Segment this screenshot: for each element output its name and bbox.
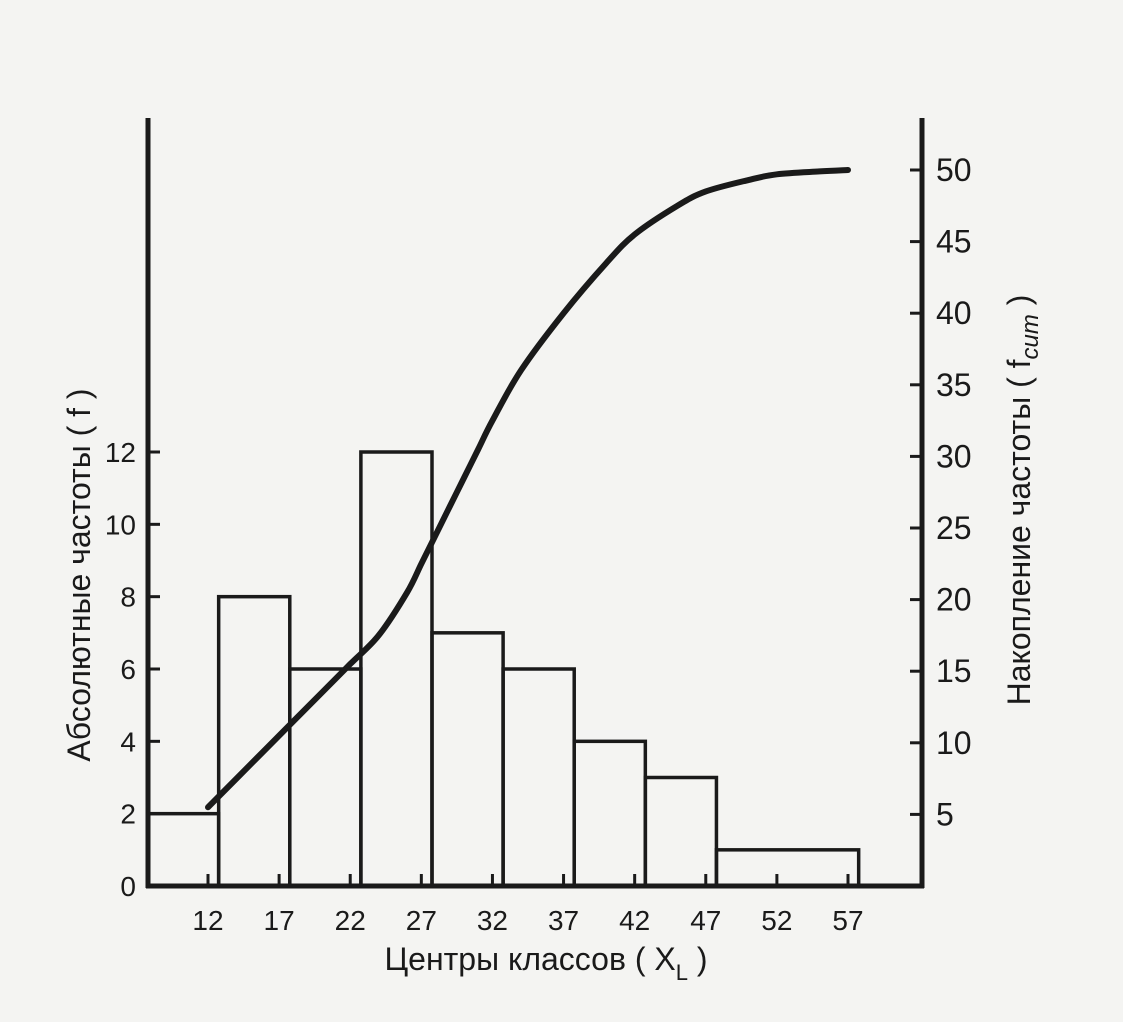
right-y-tick-label: 50 <box>936 152 972 188</box>
axes-group <box>145 118 925 889</box>
x-tick-label: 52 <box>761 905 792 936</box>
left-y-tick-label: 10 <box>105 509 136 540</box>
ticks-group: 12 17 22 27 32 37 42 47 52 57 0 2 4 6 8 10 12 5 10 15 20 25 30… <box>105 152 972 936</box>
histogram-bar <box>359 450 434 888</box>
histogram-layer <box>145 450 861 888</box>
x-tick-label: 37 <box>548 905 579 936</box>
right-y-tick-label: 35 <box>936 367 972 403</box>
left-y-tick-label: 2 <box>120 799 136 830</box>
left-y-tick-label: 8 <box>120 582 136 613</box>
x-tick-label: 42 <box>619 905 650 936</box>
right-y-tick-label: 25 <box>936 510 972 546</box>
x-tick-label: 57 <box>832 905 863 936</box>
x-axis-title: Центры классов ( XL ) <box>384 941 707 985</box>
histogram-bar <box>572 739 648 888</box>
right-y-tick-label: 40 <box>936 295 972 331</box>
histogram-bar <box>216 594 292 888</box>
right-y-tick-label: 15 <box>936 653 972 689</box>
right-y-tick-label: 10 <box>936 725 972 761</box>
left-y-tick-label: 12 <box>105 437 136 468</box>
x-tick-label: 12 <box>192 905 223 936</box>
cumulative-frequency-line <box>205 167 851 811</box>
right-y-tick-label: 30 <box>936 438 972 474</box>
left-y-tick-label: 6 <box>120 654 136 685</box>
right-y-tick-label: 5 <box>936 796 954 832</box>
x-tick-label: 22 <box>335 905 366 936</box>
x-tick-label: 47 <box>690 905 721 936</box>
right-y-axis-title: Накопление частоты ( fcum ) <box>1001 295 1044 706</box>
left-y-tick-label: 4 <box>120 726 136 757</box>
histogram-bar <box>501 667 576 888</box>
right-y-tick-label: 20 <box>936 582 972 618</box>
x-tick-label: 27 <box>406 905 437 936</box>
x-tick-label: 32 <box>477 905 508 936</box>
x-tick-label: 17 <box>264 905 295 936</box>
left-y-axis-title: Абсолютные частоты ( f ) <box>61 388 97 761</box>
histogram-bar <box>288 667 363 888</box>
histogram-bar <box>714 848 861 888</box>
histogram-bar <box>430 631 505 888</box>
left-y-tick-label: 0 <box>120 871 136 902</box>
axis-titles-group: Центры классов ( XL ) Абсолютные частоты … <box>61 295 1044 985</box>
cumulative-line-layer <box>205 167 851 811</box>
right-y-tick-label: 45 <box>936 224 972 260</box>
histogram-bar <box>643 775 719 888</box>
